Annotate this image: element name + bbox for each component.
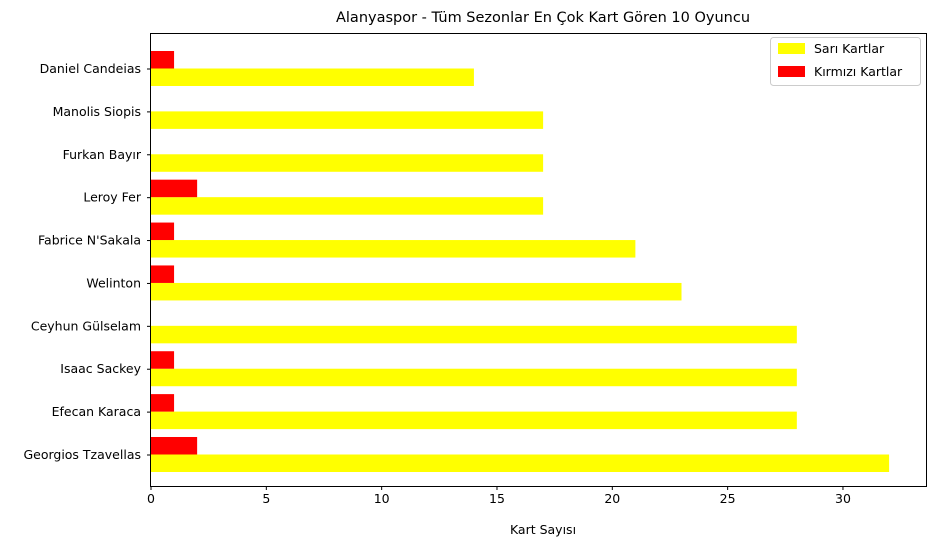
legend-label-kirmizi-kartlar: Kırmızı Kartlar	[814, 64, 903, 79]
x-axis: 0 5 10 15 20 25 30	[147, 486, 851, 506]
legend-frame	[770, 37, 921, 86]
bars-group	[151, 51, 890, 472]
x-tick-label-0: 0	[147, 491, 155, 506]
x-axis-label: Kart Sayısı	[510, 522, 576, 537]
bar-sari-leroy-fer	[151, 197, 544, 215]
legend-swatch-sari-kartlar	[778, 43, 805, 54]
bar-kirmizi-georgios-tzavellas	[151, 437, 198, 455]
legend: Sarı Kartlar Kırmızı Kartlar	[770, 37, 921, 86]
bar-kirmizi-efecan-karaca	[151, 394, 175, 412]
y-tick-label-fabrice-n-sakala: Fabrice N'Sakala	[38, 233, 141, 248]
x-tick-label-20: 20	[604, 491, 620, 506]
bar-kirmizi-isaac-sackey	[151, 351, 175, 369]
plot-frame	[150, 33, 927, 487]
y-tick-label-leroy-fer: Leroy Fer	[83, 190, 142, 205]
y-tick-label-efecan-karaca: Efecan Karaca	[52, 404, 141, 419]
x-tick-label-30: 30	[835, 491, 851, 506]
x-tick-label-25: 25	[720, 491, 736, 506]
bar-sari-daniel-candeias	[151, 68, 474, 86]
bar-sari-isaac-sackey	[151, 368, 797, 387]
bar-kirmizi-leroy-fer	[151, 179, 198, 198]
bar-kirmizi-welinton	[151, 265, 175, 283]
x-tick-label-15: 15	[489, 491, 505, 506]
x-tick-label-5: 5	[262, 491, 270, 506]
bar-sari-georgios-tzavellas	[151, 454, 890, 472]
y-tick-label-manolis-siopis: Manolis Siopis	[53, 104, 141, 119]
bar-kirmizi-fabrice-n-sakala	[151, 222, 175, 241]
bar-sari-manolis-siopis	[151, 111, 544, 129]
y-axis: Georgios Tzavellas Efecan Karaca Isaac Sac…	[23, 61, 151, 462]
y-tick-label-daniel-candeias: Daniel Candeias	[40, 61, 141, 76]
legend-swatch-kirmizi-kartlar	[778, 66, 805, 77]
bar-sari-furkan-bayir	[151, 154, 544, 172]
y-tick-label-welinton: Welinton	[86, 275, 141, 290]
bar-sari-welinton	[151, 282, 682, 301]
bar-sari-efecan-karaca	[151, 411, 797, 430]
x-tick-label-10: 10	[374, 491, 390, 506]
y-tick-label-georgios-tzavellas: Georgios Tzavellas	[23, 447, 141, 462]
bar-kirmizi-daniel-candeias	[151, 51, 175, 69]
y-tick-label-furkan-bayir: Furkan Bayır	[63, 147, 142, 162]
chart-title: Alanyaspor - Tüm Sezonlar En Çok Kart Gö…	[336, 10, 750, 26]
bar-sari-fabrice-n-sakala	[151, 240, 636, 258]
y-tick-label-ceyhun-gulselam: Ceyhun Gülselam	[31, 318, 141, 333]
y-tick-label-isaac-sackey: Isaac Sackey	[60, 361, 141, 376]
bar-sari-ceyhun-gulselam	[151, 325, 797, 344]
legend-label-sari-kartlar: Sarı Kartlar	[814, 41, 885, 56]
